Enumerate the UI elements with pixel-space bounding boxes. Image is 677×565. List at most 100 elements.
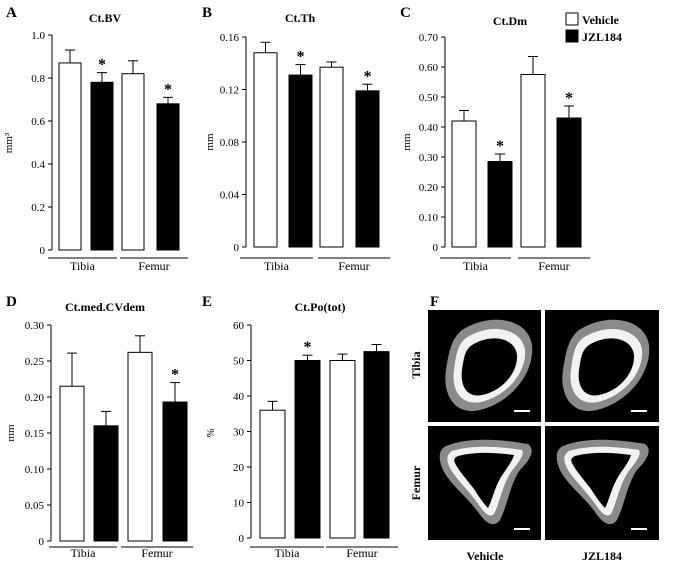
bar-vehicle-femur xyxy=(127,351,153,542)
bar-jzl184-femur xyxy=(355,90,380,248)
tibia-cross-section-vehicle xyxy=(445,319,533,412)
y-tick-label: 0.12 xyxy=(220,85,239,97)
bar-vehicle-femur xyxy=(520,74,546,248)
y-tick-label: 10 xyxy=(233,498,245,510)
y-tick-label: 0 xyxy=(40,245,46,257)
bar-vehicle-tibia xyxy=(59,385,85,542)
y-tick-label: 0.20 xyxy=(419,182,439,194)
y-tick-label: 0.10 xyxy=(419,212,439,224)
bar-vehicle-tibia xyxy=(253,52,278,248)
y-tick-label: 0 xyxy=(239,533,245,545)
panel-letter-d: D xyxy=(6,294,17,310)
significance-star: * xyxy=(304,339,312,356)
legend-label-vehicle: Vehicle xyxy=(582,13,620,27)
x-category-label: Tibia xyxy=(275,546,301,560)
legend-label-jzl184: JZL184 xyxy=(582,30,622,44)
legend-swatch-vehicle xyxy=(565,12,579,26)
bar-vehicle-tibia xyxy=(259,409,286,539)
ct-row-label-tibia: Tibia xyxy=(409,351,423,378)
y-tick-label: 0.40 xyxy=(419,122,439,134)
y-tick-label: 0.60 xyxy=(419,62,439,74)
bar-vehicle-tibia xyxy=(451,120,477,248)
y-tick-label: 40 xyxy=(233,391,245,403)
x-category-label: Femur xyxy=(138,259,169,273)
y-tick-label: 0.10 xyxy=(25,464,45,476)
legend: Vehicle JZL184 xyxy=(565,12,622,44)
x-category-label: Femur xyxy=(538,259,569,273)
y-tick-label: 0.08 xyxy=(220,137,240,149)
y-tick-label: 0.20 xyxy=(25,392,45,404)
significance-star: * xyxy=(565,90,573,107)
bar-jzl184-tibia xyxy=(90,81,114,251)
chart-3: Ct.Dm mm 0 0.10 0.20 0.30 0.40 0.50 0.60 0.70 * * Ti… xyxy=(401,14,590,273)
y-tick-label: 60 xyxy=(233,320,245,332)
x-category-label: Femur xyxy=(346,546,377,560)
panel-letter-b: B xyxy=(202,5,212,21)
chart-5: Ct.Po(tot)% 0 10 20 30 40 50 60 * Tibia Femur xyxy=(205,300,398,560)
ct-row-label-femur: Femur xyxy=(409,465,423,500)
chart-title: Ct.Th xyxy=(285,11,316,25)
y-tick-label: 0 xyxy=(234,242,240,254)
chart-4: Ct.med.CVdem mm 0 0.05 0.10 0.15 0.20 0.25 0.30 *… xyxy=(5,300,193,560)
chart-title: Ct.Po(tot) xyxy=(295,300,346,314)
significance-star: * xyxy=(496,138,504,155)
significance-star: * xyxy=(98,57,106,74)
y-axis-label: mm xyxy=(5,424,17,442)
legend-swatch-jzl184 xyxy=(565,29,579,43)
bar-jzl184-femur xyxy=(363,351,390,539)
panel-letter-e: E xyxy=(202,294,212,310)
y-tick-label: 1.0 xyxy=(31,30,45,42)
y-tick-label: 0.25 xyxy=(25,356,45,368)
y-tick-label: 0.4 xyxy=(31,159,45,171)
y-tick-label: 0.2 xyxy=(31,202,45,214)
y-tick-label: 20 xyxy=(233,462,245,474)
panel-letter-a: A xyxy=(6,5,17,21)
ct-column-label-vehicle: Vehicle xyxy=(467,549,505,563)
x-category-label: Femur xyxy=(338,259,369,273)
x-category-label: Tibia xyxy=(264,259,290,273)
femur-cross-section-vehicle xyxy=(439,439,532,525)
bar-jzl184-tibia xyxy=(487,161,513,248)
y-tick-label: 50 xyxy=(233,356,245,368)
panel-letter-f: F xyxy=(430,294,439,310)
y-tick-label: 0.70 xyxy=(419,32,439,44)
y-tick-label: 0.15 xyxy=(25,428,45,440)
y-tick-label: 0.05 xyxy=(25,500,45,512)
y-axis-label: mm xyxy=(204,133,216,151)
bar-vehicle-femur xyxy=(121,73,145,251)
tibia-cross-section-jzl184 xyxy=(562,319,650,412)
y-tick-label: 0.50 xyxy=(419,92,439,104)
y-tick-label: 0 xyxy=(433,242,439,254)
y-tick-label: 0.6 xyxy=(31,116,45,128)
y-tick-label: 0.30 xyxy=(419,152,439,164)
ct-column-label-jzl184: JZL184 xyxy=(582,549,622,563)
chart-1: Ct.BV mm³ 0 0.2 0.4 0.6 0.8 1.0 * * Tibia Femur xyxy=(3,11,188,273)
y-tick-label: 30 xyxy=(233,427,245,439)
chart-2: Ct.Th mm 0 0.04 0.08 0.12 0.16 * * Tibia Femur xyxy=(204,11,390,273)
y-axis-label: mm³ xyxy=(3,132,15,153)
bar-vehicle-femur xyxy=(319,66,344,248)
bar-jzl184-femur xyxy=(556,117,582,248)
chart-title: Ct.med.CVdem xyxy=(65,300,145,314)
chart-title: Ct.BV xyxy=(89,11,122,25)
bar-jzl184-femur xyxy=(162,401,188,542)
ct-image-panel: Tibia Femur Vehicle JZL184 xyxy=(409,310,659,563)
significance-star: * xyxy=(364,68,372,85)
significance-star: * xyxy=(164,81,172,98)
bar-vehicle-femur xyxy=(329,360,356,539)
y-tick-label: 0.16 xyxy=(220,32,240,44)
y-axis-label: mm xyxy=(401,133,413,151)
bar-vehicle-tibia xyxy=(58,62,82,251)
y-tick-label: 0 xyxy=(39,536,45,548)
y-axis-label: % xyxy=(205,428,217,437)
y-tick-label: 0.30 xyxy=(25,320,45,332)
panel-letter-c: C xyxy=(400,5,411,21)
y-tick-label: 0.8 xyxy=(31,73,45,85)
y-tick-label: 0.04 xyxy=(220,190,240,202)
significance-star: * xyxy=(297,49,305,66)
bar-jzl184-tibia xyxy=(288,74,313,248)
x-category-label: Tibia xyxy=(463,259,489,273)
bar-jzl184-tibia xyxy=(294,360,321,539)
